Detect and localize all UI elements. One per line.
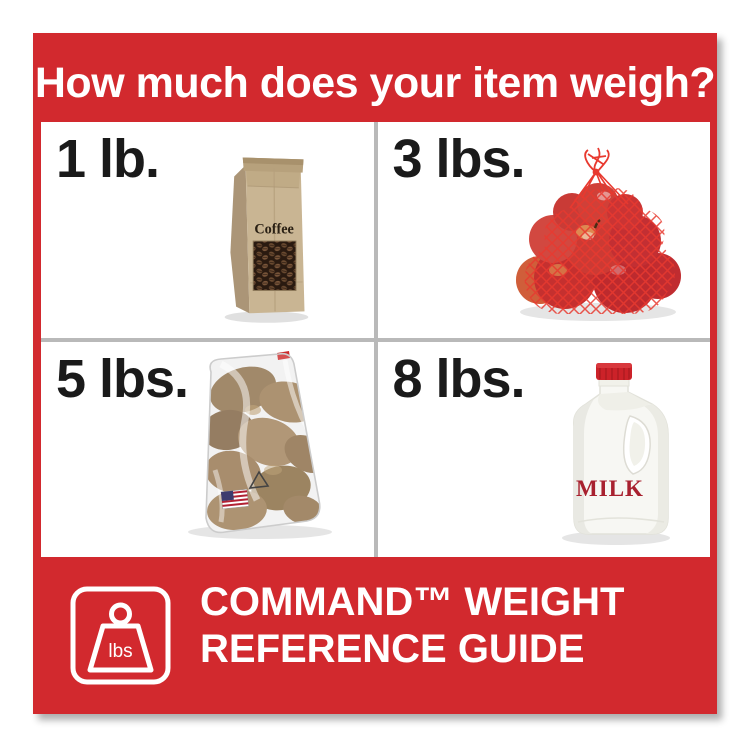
coffee-bag-icon: Coffee [219,138,314,328]
footer-title-line1: COMMAND™ WEIGHT [200,580,625,624]
apple-mesh-bag-icon [508,144,688,326]
weight-label-1lb: 1 lb. [56,129,160,189]
weight-label-3lbs: 3 lbs. [392,129,526,189]
weight-lbs-icon: lbs [70,586,171,685]
grid-cell-5lbs: 5 lbs. [41,341,374,557]
poster-title: How much does your item weigh? [34,59,716,107]
footer-title: COMMAND™ WEIGHT REFERENCE GUIDE [200,579,624,673]
poster-header: How much does your item weigh? [33,33,717,122]
footer-title-line2: REFERENCE GUIDE [200,627,585,671]
grid-cell-8lbs: 8 lbs. [377,341,710,557]
milk-label-text: MILK [576,476,644,501]
poster-card: How much does your item weigh? 1 lb. [33,33,717,714]
grid-cell-1lb: 1 lb. [41,122,374,338]
coffee-bag-label-text: Coffee [254,221,294,237]
lbs-icon-label: lbs [108,641,132,662]
weight-label-5lbs: 5 lbs. [56,348,189,409]
grid-cell-3lbs: 3 lbs. [377,122,710,338]
potato-bag-icon [173,350,347,540]
weight-grid: 1 lb. [41,122,710,557]
weight-label-8lbs: 8 lbs. [392,348,526,409]
poster-footer: lbs COMMAND™ WEIGHT REFERENCE GUIDE [33,557,717,714]
milk-gallon-jug-icon: MILK [554,354,684,546]
